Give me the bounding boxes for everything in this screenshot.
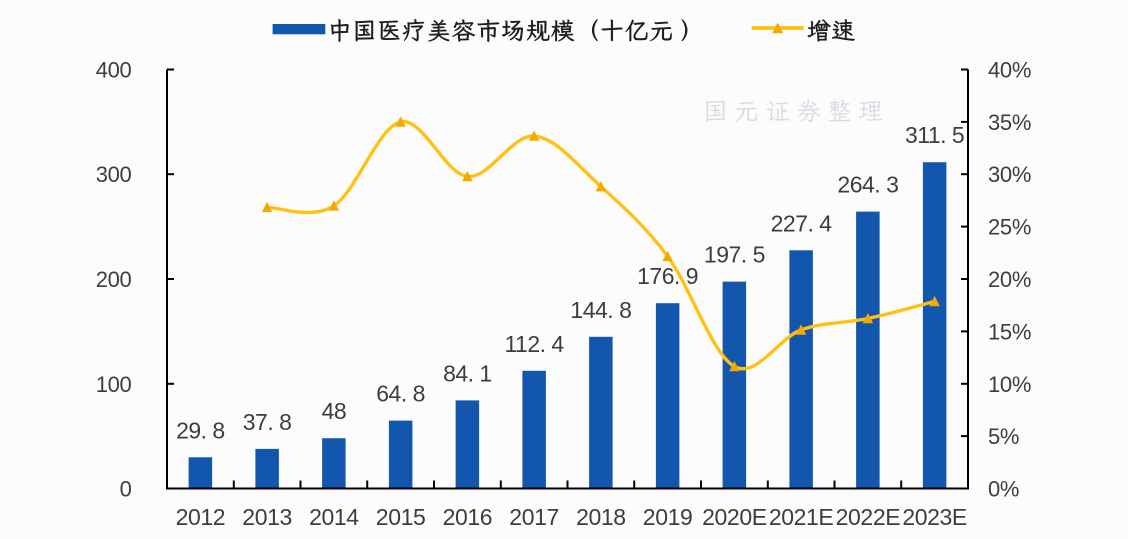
svg-text:2023E: 2023E	[902, 504, 967, 530]
svg-text:2012: 2012	[176, 504, 226, 530]
svg-text:5%: 5%	[988, 424, 1019, 449]
svg-text:2015: 2015	[376, 504, 426, 530]
svg-text:2018: 2018	[576, 504, 626, 530]
svg-text:2019: 2019	[643, 504, 693, 530]
svg-text:197. 5: 197. 5	[704, 242, 765, 268]
svg-text:227. 4: 227. 4	[771, 210, 833, 236]
svg-text:20%: 20%	[988, 267, 1031, 292]
svg-text:2020E: 2020E	[702, 504, 767, 530]
svg-text:0%: 0%	[988, 477, 1019, 502]
svg-text:40%: 40%	[988, 58, 1031, 83]
svg-text:144. 8: 144. 8	[570, 297, 631, 323]
svg-text:2022E: 2022E	[836, 504, 901, 530]
svg-text:29. 8: 29. 8	[176, 417, 225, 443]
svg-text:0: 0	[120, 477, 132, 502]
svg-text:10%: 10%	[988, 372, 1031, 397]
svg-text:48: 48	[322, 398, 347, 424]
svg-text:300: 300	[96, 162, 132, 187]
svg-text:25%: 25%	[988, 215, 1031, 240]
svg-text:84. 1: 84. 1	[443, 360, 492, 386]
svg-text:2017: 2017	[509, 504, 559, 530]
svg-text:176. 9: 176. 9	[637, 263, 698, 289]
svg-text:100: 100	[96, 372, 132, 397]
svg-text:37. 8: 37. 8	[243, 409, 292, 435]
svg-text:2014: 2014	[309, 504, 359, 530]
svg-text:15%: 15%	[988, 319, 1031, 344]
svg-text:264. 3: 264. 3	[837, 172, 898, 198]
svg-text:311. 5: 311. 5	[905, 122, 964, 148]
svg-text:2013: 2013	[242, 504, 292, 530]
svg-text:112. 4: 112. 4	[504, 331, 564, 357]
svg-text:200: 200	[96, 267, 132, 292]
svg-text:2016: 2016	[443, 504, 493, 530]
svg-text:400: 400	[96, 58, 132, 83]
svg-text:2021E: 2021E	[769, 504, 834, 530]
svg-text:30%: 30%	[988, 162, 1031, 187]
svg-text:35%: 35%	[988, 110, 1031, 135]
svg-text:64. 8: 64. 8	[376, 381, 425, 407]
